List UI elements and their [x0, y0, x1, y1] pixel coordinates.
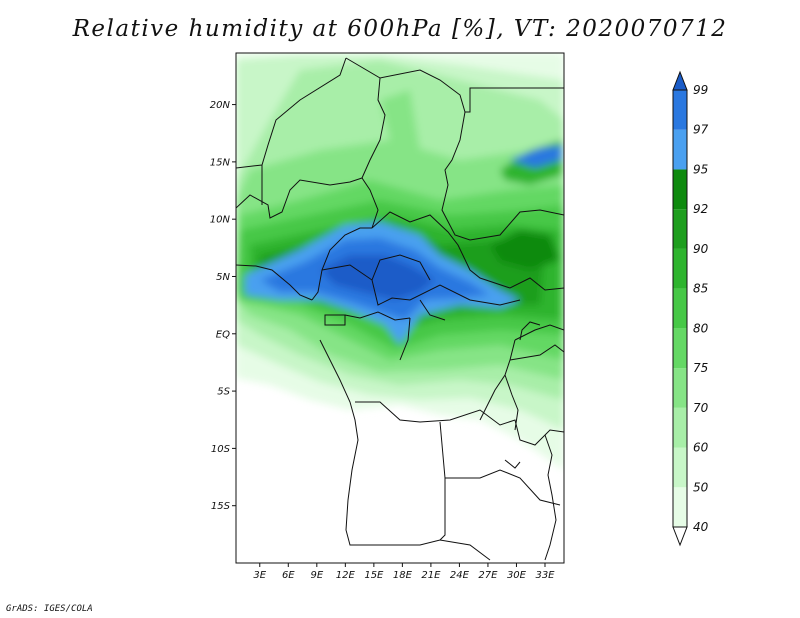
- colorbar-segment: [673, 129, 687, 170]
- lon-tick-label: 9E: [310, 570, 323, 581]
- colorbar-label: 92: [693, 202, 708, 216]
- lon-tick-label: 33E: [535, 570, 555, 581]
- lat-tick-label: 15N: [210, 157, 231, 168]
- colorbar-frame: [672, 89, 688, 528]
- colorbar-label: 40: [693, 520, 709, 534]
- colorbar-segment: [673, 407, 687, 448]
- lon-tick-label: 27E: [478, 570, 498, 581]
- colorbar-segment: [673, 328, 687, 369]
- latitude-axis: 20N 15N 10N 5N EQ 5S 10S 15S: [210, 100, 236, 512]
- colorbar-segment: [673, 248, 687, 289]
- colorbar-label: 70: [693, 401, 709, 415]
- lat-tick-label: 10N: [210, 215, 231, 226]
- lon-tick-label: 21E: [421, 570, 441, 581]
- lon-tick-label: 3E: [253, 570, 266, 581]
- colorbar-label: 97: [693, 123, 709, 137]
- lon-tick-label: 6E: [282, 570, 295, 581]
- colorbar-segment: [673, 288, 687, 329]
- lat-tick-label: 5N: [216, 272, 230, 283]
- lon-tick-label: 30E: [507, 570, 527, 581]
- lat-tick-label: EQ: [216, 329, 230, 340]
- longitude-axis: 3E 6E 9E 12E 15E 18E 21E 24E 27E 30E 33E: [253, 563, 555, 581]
- lat-tick-label: 20N: [210, 100, 231, 111]
- colorbar-arrow-bottom: [672, 526, 688, 547]
- colorbar-label: 90: [693, 242, 709, 256]
- colorbar-segment: [673, 209, 687, 249]
- colorbar-segment: [673, 90, 687, 130]
- lat-tick-label: 10S: [211, 444, 231, 455]
- colorbar-segment: [673, 447, 687, 488]
- colorbar-segment: [673, 487, 687, 527]
- map-frame: [235, 52, 565, 564]
- colorbar-label: 75: [693, 361, 708, 375]
- credit-text: GrADS: IGES/COLA: [6, 604, 93, 614]
- lon-tick-label: 18E: [393, 570, 413, 581]
- colorbar-label: 60: [693, 441, 709, 455]
- colorbar: 40 50 60 70 75 80 85 90 92 95 97 99: [672, 70, 709, 547]
- colorbar-segment: [673, 169, 687, 210]
- lon-tick-label: 24E: [450, 570, 470, 581]
- colorbar-label: 99: [693, 83, 708, 97]
- lat-tick-label: 5S: [217, 387, 230, 398]
- colorbar-label: 80: [693, 321, 709, 335]
- country-borders: [236, 57, 564, 561]
- colorbar-label: 50: [693, 480, 709, 494]
- lon-tick-label: 15E: [364, 570, 384, 581]
- colorbar-arrow-top: [672, 70, 688, 91]
- colorbar-segment: [673, 368, 687, 408]
- lat-tick-label: 15S: [211, 501, 231, 512]
- lon-tick-label: 12E: [336, 570, 356, 581]
- humidity-field: [236, 53, 564, 563]
- map-title: Relative humidity at 600hPa [%], VT: 202…: [72, 16, 728, 42]
- colorbar-label: 85: [693, 282, 708, 296]
- colorbar-label: 95: [693, 162, 708, 176]
